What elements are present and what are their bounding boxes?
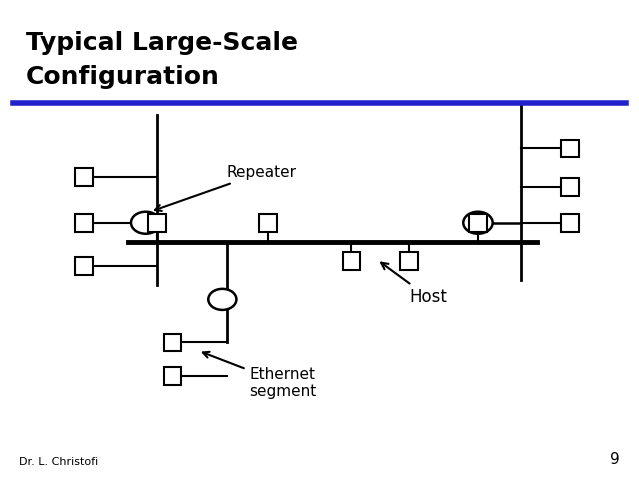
Bar <box>400 252 418 270</box>
Bar <box>561 139 579 158</box>
Bar <box>75 214 93 232</box>
Text: Repeater: Repeater <box>155 165 297 211</box>
Text: Configuration: Configuration <box>26 65 219 89</box>
Text: Dr. L. Christofi: Dr. L. Christofi <box>19 457 98 467</box>
Bar <box>561 214 579 232</box>
Bar <box>561 178 579 196</box>
Circle shape <box>208 289 236 310</box>
Bar <box>164 367 181 385</box>
Text: Host: Host <box>381 262 447 306</box>
Circle shape <box>463 212 493 234</box>
Bar <box>75 168 93 186</box>
Bar <box>469 214 487 232</box>
Text: Typical Large-Scale: Typical Large-Scale <box>26 31 298 55</box>
Bar <box>164 333 181 352</box>
Text: 9: 9 <box>610 452 620 467</box>
Bar <box>343 252 360 270</box>
Bar <box>148 214 166 232</box>
Bar <box>75 257 93 275</box>
Circle shape <box>131 212 160 234</box>
Bar <box>259 214 277 232</box>
Text: Ethernet
segment: Ethernet segment <box>203 352 316 399</box>
